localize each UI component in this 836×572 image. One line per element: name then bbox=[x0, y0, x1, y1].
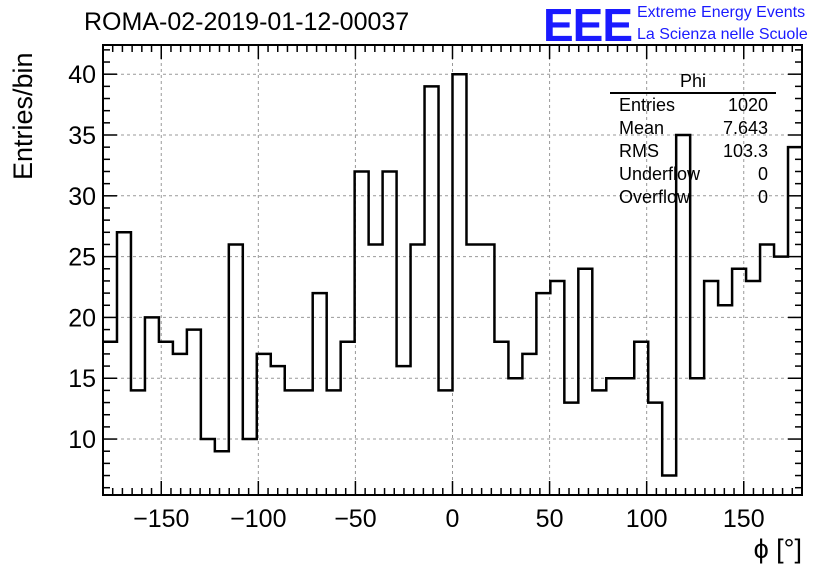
eee-logo: EEE bbox=[543, 0, 633, 51]
x-tick-label: −150 bbox=[133, 505, 189, 533]
x-tick-label: −100 bbox=[230, 505, 286, 533]
y-axis-label: Entries/bin bbox=[8, 52, 38, 180]
y-tick-label: 40 bbox=[68, 61, 96, 89]
stats-row: Mean 7.643 bbox=[610, 117, 776, 140]
chart-title: ROMA-02-2019-01-12-00037 bbox=[84, 8, 410, 36]
org-name-line1: Extreme Energy Events bbox=[637, 4, 806, 21]
stats-value: 7.643 bbox=[722, 118, 768, 138]
stats-row: Overflow 0 bbox=[610, 186, 776, 209]
x-tick-label: 100 bbox=[626, 505, 668, 533]
stats-value: 0 bbox=[757, 187, 768, 207]
y-tick-label: 30 bbox=[68, 183, 96, 211]
stats-value: 0 bbox=[757, 164, 768, 184]
stats-label: Entries bbox=[619, 95, 676, 115]
y-tick-label: 25 bbox=[68, 244, 96, 272]
x-tick-label: 0 bbox=[446, 505, 460, 533]
axis-ticks bbox=[103, 45, 802, 495]
stats-value: 103.3 bbox=[722, 141, 768, 161]
stats-label: Mean bbox=[619, 118, 665, 138]
x-tick-label: −50 bbox=[334, 505, 376, 533]
x-tick-label: 50 bbox=[536, 505, 564, 533]
stats-label: Underflow bbox=[619, 164, 701, 184]
histogram-outline bbox=[103, 72, 802, 477]
y-tick-label: 20 bbox=[68, 304, 96, 332]
x-tick-labels: −150 −100 −50 0 50 100 150 bbox=[133, 505, 765, 533]
stats-row: Entries 1020 bbox=[610, 94, 776, 117]
stats-row: RMS 103.3 bbox=[610, 140, 776, 163]
y-tick-label: 10 bbox=[68, 426, 96, 454]
stats-box: Phi Entries 1020 Mean 7.643 RMS 103.3 Under… bbox=[610, 70, 776, 209]
stats-label: Overflow bbox=[619, 187, 691, 207]
stats-label: RMS bbox=[619, 141, 659, 161]
x-axis-label: ϕ [°] bbox=[753, 534, 802, 564]
stats-value: 1020 bbox=[727, 95, 768, 115]
y-tick-label: 15 bbox=[68, 365, 96, 393]
stats-row: Underflow 0 bbox=[610, 163, 776, 186]
x-tick-label: 150 bbox=[723, 505, 765, 533]
y-tick-label: 35 bbox=[68, 122, 96, 150]
y-tick-labels: 10 15 20 25 30 35 40 bbox=[68, 61, 96, 454]
stats-name: Phi bbox=[610, 70, 776, 94]
org-name-line2: La Scienza nelle Scuole bbox=[637, 26, 808, 43]
